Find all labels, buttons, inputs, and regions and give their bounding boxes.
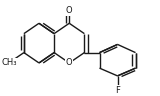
Text: O: O: [66, 6, 73, 15]
Text: O: O: [66, 58, 73, 67]
Text: CH₃: CH₃: [2, 58, 17, 67]
Text: F: F: [115, 86, 120, 95]
